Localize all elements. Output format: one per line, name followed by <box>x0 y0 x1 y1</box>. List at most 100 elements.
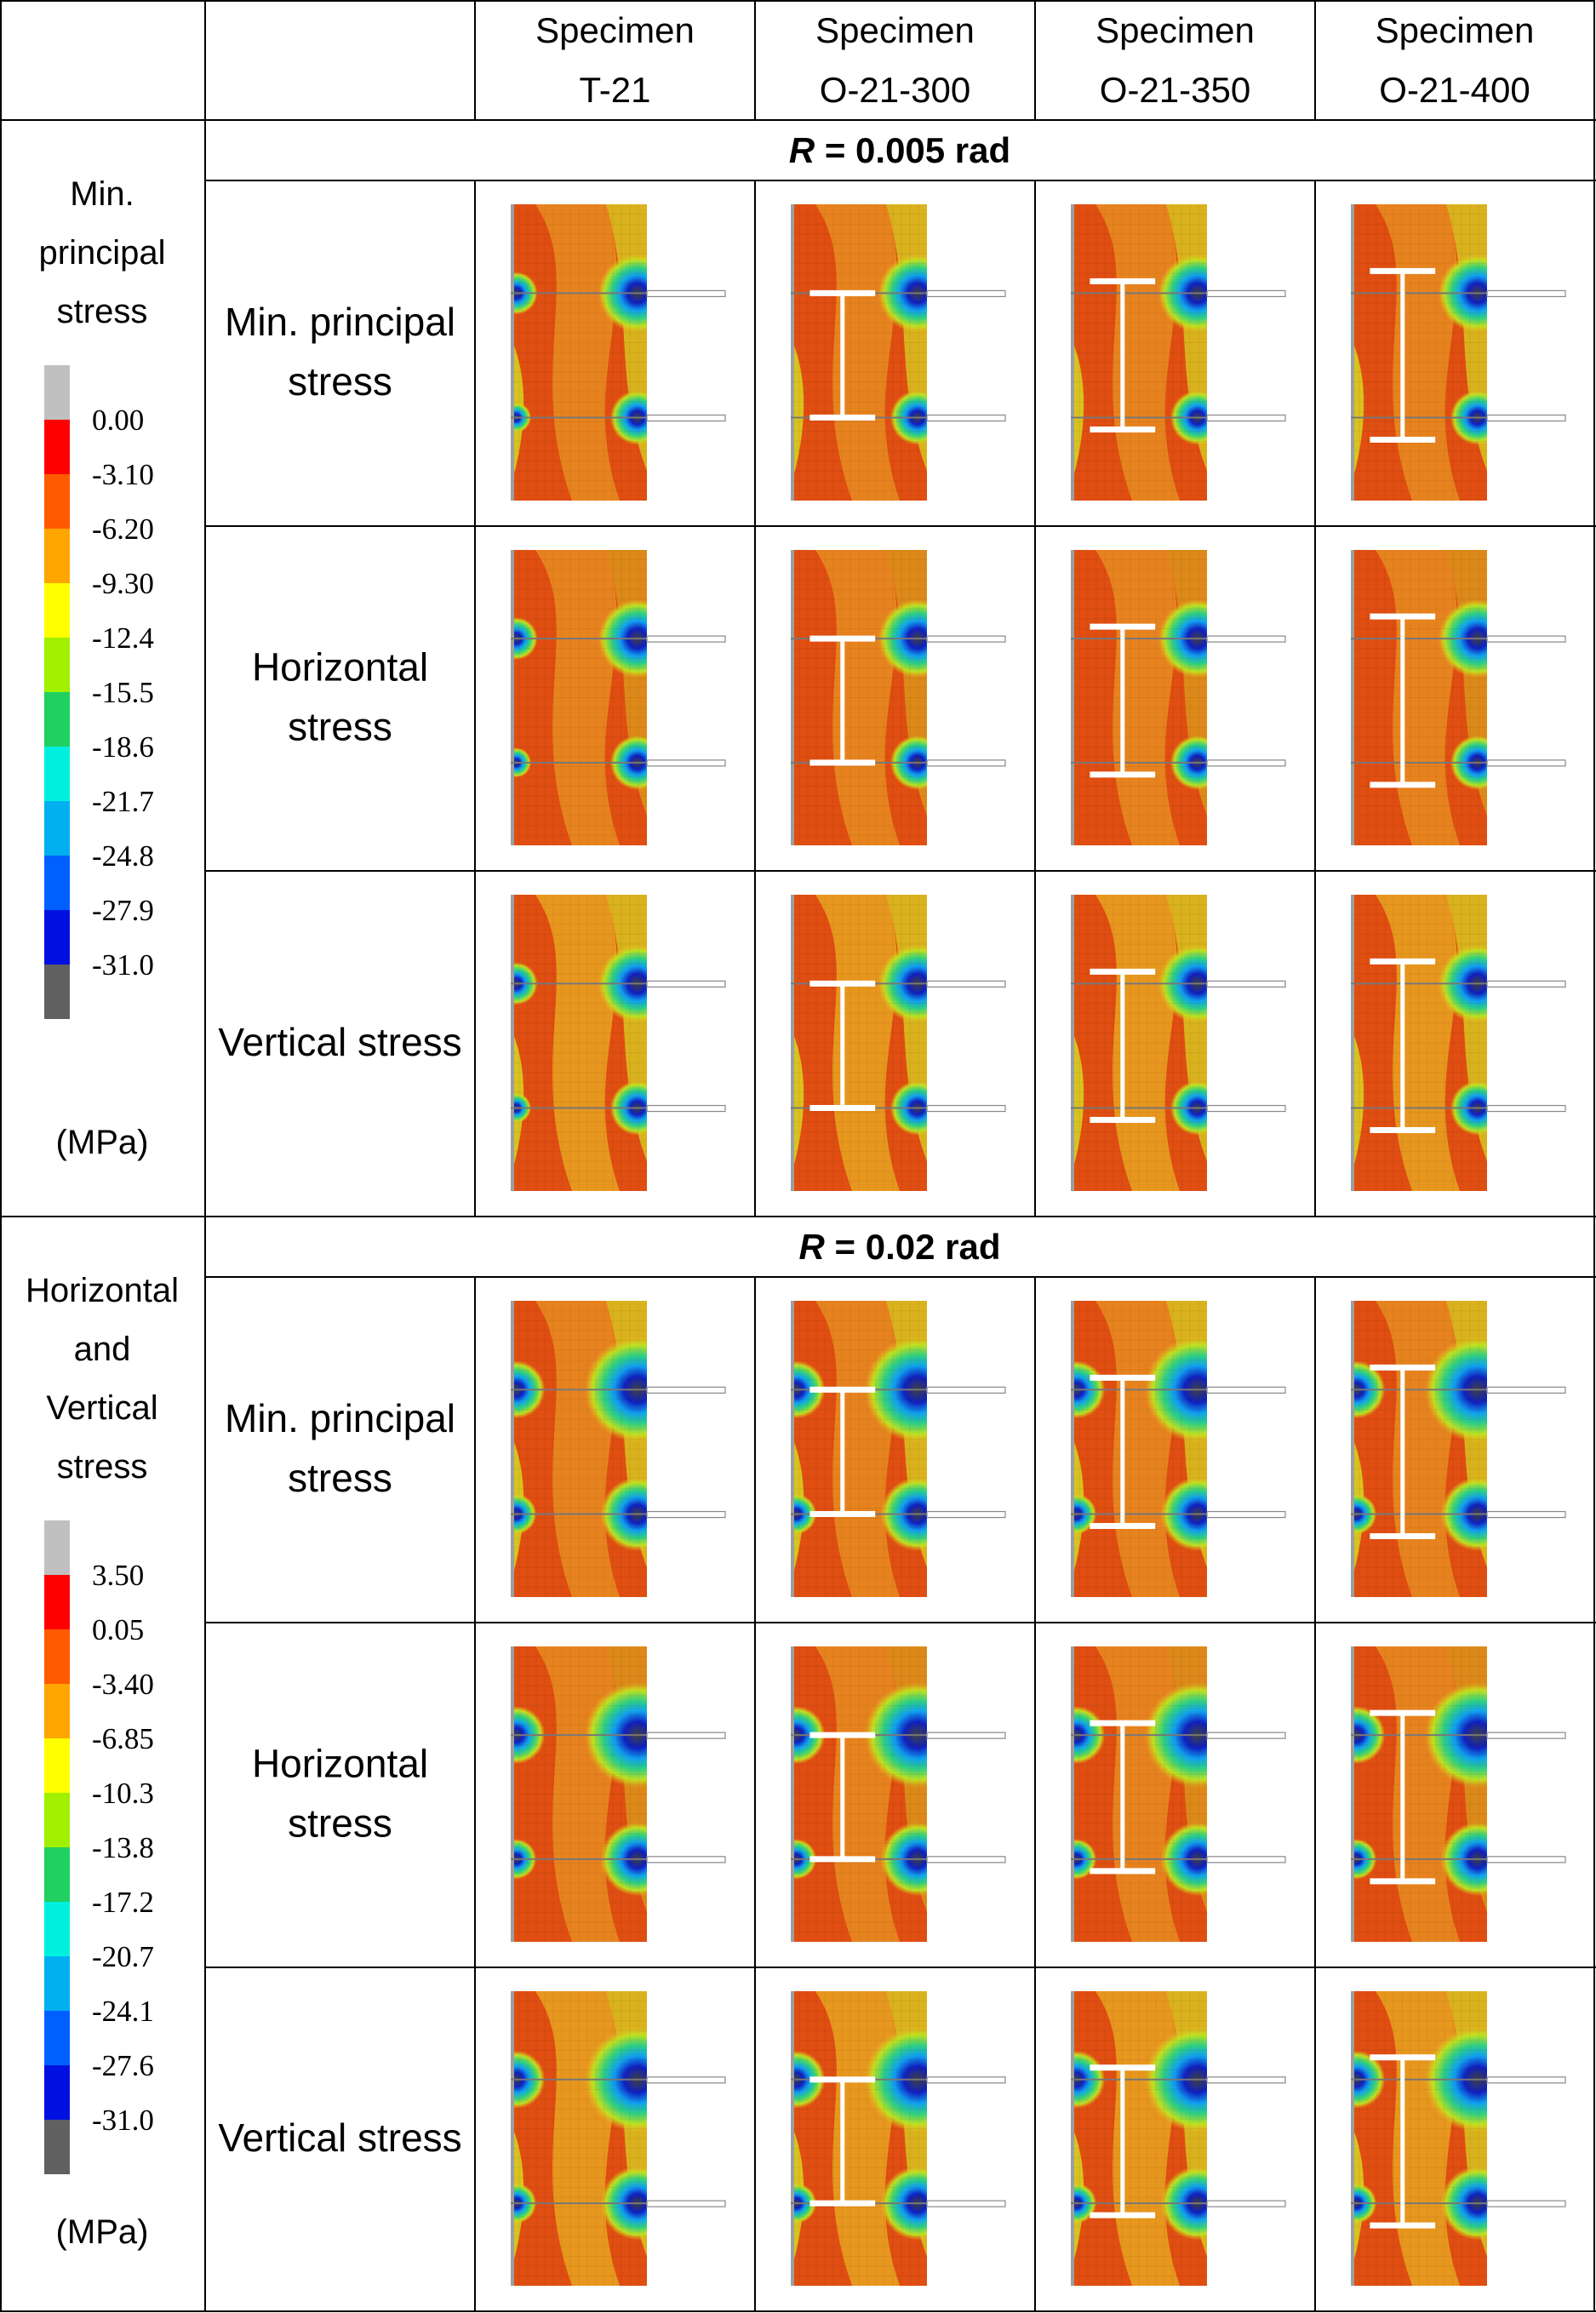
beam-stub <box>646 635 726 643</box>
beam-stub <box>1206 289 1286 297</box>
colorbar-label: -31.0 <box>92 948 154 982</box>
colorbar-label: -13.8 <box>92 1831 154 1864</box>
beam-stub <box>1486 2200 1566 2207</box>
side-title: Horizontal and Vertical stress <box>26 1272 179 1486</box>
colorbar-segment <box>44 856 70 910</box>
contour-plot <box>511 204 726 501</box>
row-label: Vertical stress <box>218 2115 461 2160</box>
wall-edge <box>1071 895 1074 1191</box>
colorbar-label: -6.85 <box>92 1722 154 1755</box>
row-label-line: stress <box>288 1801 392 1846</box>
column-header: Specimen T-21 <box>535 10 695 110</box>
wall-edge <box>791 1301 794 1597</box>
colorbar-segment <box>44 2065 70 2120</box>
colorbar-units: (MPa) <box>56 2213 149 2251</box>
beam-stub <box>926 1732 1006 1739</box>
colorbar-segment <box>44 1902 70 1956</box>
contour-plot <box>1351 1646 1566 1942</box>
colorbar-segment <box>44 747 70 801</box>
beam-stub <box>1206 1732 1286 1739</box>
colorbar-segment <box>44 1738 70 1793</box>
contour-plot <box>1071 204 1286 501</box>
colorbar-segment <box>44 1684 70 1738</box>
beam-stub <box>926 2076 1006 2084</box>
beam-stub <box>1206 1104 1286 1113</box>
colorbar-segment <box>44 638 70 692</box>
section-title-variable: R <box>789 130 815 170</box>
contour-plot <box>1071 1991 1286 2286</box>
column-header-line: O-21-350 <box>1100 70 1250 110</box>
beam-stub <box>1486 1732 1566 1739</box>
section-title-value: = 0.02 rad <box>825 1227 1001 1267</box>
section-title: R = 0.02 rad <box>799 1227 1001 1267</box>
wall-edge <box>1351 550 1354 845</box>
wall-edge <box>1071 1991 1074 2286</box>
beam-stub <box>926 414 1006 422</box>
beam-stub <box>646 759 726 767</box>
beam-stub <box>646 980 726 988</box>
row-label: Min. principal stress <box>225 300 455 404</box>
beam-stub <box>1206 414 1286 422</box>
beam-stub <box>1486 1510 1566 1519</box>
beam-stub <box>1206 2200 1286 2207</box>
column-header: Specimen O-21-300 <box>815 10 975 110</box>
beam-stub <box>646 414 726 422</box>
colorbar-segment <box>44 1847 70 1902</box>
colorbar-segment <box>44 2011 70 2065</box>
colorbar-label: -21.7 <box>92 785 154 818</box>
colorbar-segment <box>44 583 70 638</box>
wall-edge <box>511 1646 514 1942</box>
beam-stub <box>1486 1104 1566 1113</box>
wall-edge <box>511 204 514 501</box>
row-label-line: Vertical stress <box>218 1020 461 1064</box>
wall-edge <box>791 550 794 845</box>
sections: R = 0.005 rad Min. principal stress 0.00 -3.1… <box>26 130 1566 2286</box>
row-label-line: stress <box>288 705 392 749</box>
wall-edge <box>791 1991 794 2286</box>
colorbar-segment <box>44 1956 70 2011</box>
column-header-line: Specimen <box>815 10 975 50</box>
beam-stub <box>926 635 1006 643</box>
contour-plot <box>511 895 726 1191</box>
colorbar-segment <box>44 801 70 856</box>
beam-stub <box>1206 759 1286 767</box>
side-title-line: stress <box>57 293 148 330</box>
beam-stub <box>646 2200 726 2207</box>
colorbar-label: -15.5 <box>92 676 154 709</box>
colorbar-label: -3.40 <box>92 1668 154 1701</box>
wall-edge <box>511 1991 514 2286</box>
row-label: Vertical stress <box>218 1020 461 1064</box>
beam-stub <box>1486 414 1566 422</box>
contour-plot <box>791 895 1006 1191</box>
beam-stub <box>646 2076 726 2084</box>
colorbar-label: -27.9 <box>92 894 154 927</box>
beam-stub <box>1206 1386 1286 1394</box>
beam-stub <box>1486 1856 1566 1864</box>
colorbar-label: 3.50 <box>92 1559 144 1592</box>
colorbar-units: (MPa) <box>56 1124 149 1161</box>
column-header-line: O-21-400 <box>1379 70 1530 110</box>
side-title-line: and <box>74 1331 131 1368</box>
wall-edge <box>1351 1991 1354 2286</box>
section-title-variable: R <box>799 1227 826 1267</box>
colorbar: 0.00 -3.10 -6.20 -9.30 -12.4 -15.5 -18.6 -21.7 -… <box>44 365 154 1019</box>
colorbar-segment <box>44 2120 70 2174</box>
row-label-line: Horizontal <box>252 645 428 690</box>
wall-edge <box>1071 1301 1074 1597</box>
colorbar-label: -20.7 <box>92 1940 154 1973</box>
contour-plot <box>1351 204 1566 501</box>
colorbar-segment <box>44 1793 70 1847</box>
colorbar-segment <box>44 910 70 965</box>
beam-stub <box>926 980 1006 988</box>
beam-stub <box>646 1510 726 1519</box>
beam-stub <box>1486 635 1566 643</box>
row-label-line: Min. principal <box>225 1396 455 1440</box>
beam-stub <box>1486 980 1566 988</box>
row-label: Horizontal stress <box>252 1742 428 1846</box>
colorbar-segment <box>44 965 70 1019</box>
section-title-value: = 0.005 rad <box>815 130 1010 170</box>
colorbar-segment <box>44 1520 70 1575</box>
colorbar: 3.50 0.05 -3.40 -6.85 -10.3 -13.8 -17.2 -20.7 -2… <box>44 1520 154 2174</box>
wall-edge <box>791 895 794 1191</box>
row-label-line: Min. principal <box>225 300 455 344</box>
